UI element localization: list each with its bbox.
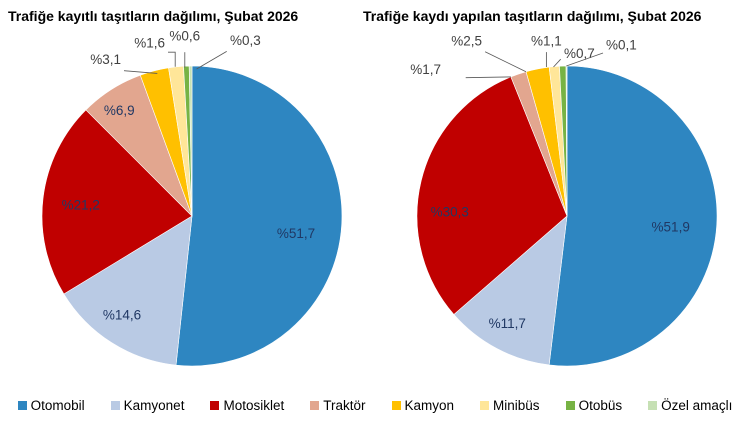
svg-text:%1,1: %1,1 bbox=[531, 34, 562, 49]
svg-text:%14,6: %14,6 bbox=[103, 308, 141, 323]
svg-text:%2,5: %2,5 bbox=[451, 34, 482, 49]
svg-text:%21,2: %21,2 bbox=[62, 198, 100, 213]
svg-text:%1,7: %1,7 bbox=[410, 62, 441, 77]
svg-text:%30,3: %30,3 bbox=[431, 205, 469, 220]
svg-text:%0,7: %0,7 bbox=[564, 46, 595, 61]
svg-text:%51,7: %51,7 bbox=[277, 226, 315, 241]
svg-text:%51,9: %51,9 bbox=[652, 219, 690, 234]
svg-text:%0,1: %0,1 bbox=[606, 38, 637, 53]
svg-text:%11,7: %11,7 bbox=[489, 316, 526, 331]
svg-text:%0,3: %0,3 bbox=[230, 33, 261, 48]
svg-text:%3,1: %3,1 bbox=[90, 52, 121, 67]
svg-text:%0,6: %0,6 bbox=[169, 29, 200, 44]
svg-text:%1,6: %1,6 bbox=[134, 35, 165, 50]
svg-text:%6,9: %6,9 bbox=[104, 103, 135, 118]
